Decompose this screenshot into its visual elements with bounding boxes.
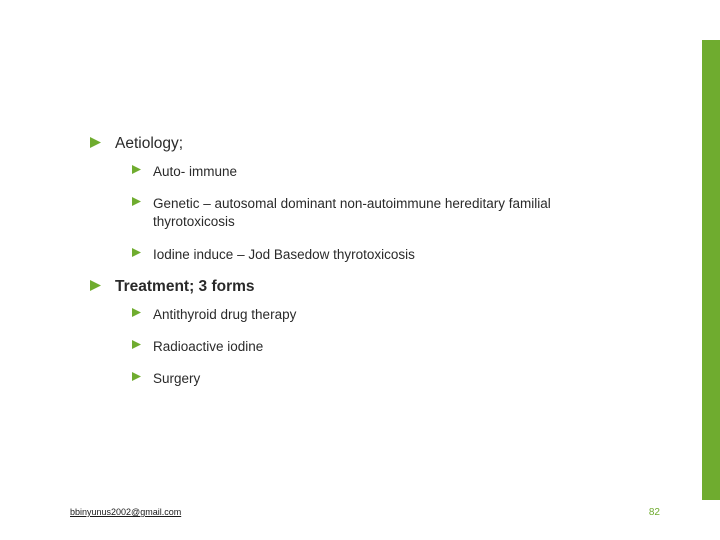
list-item: Antithyroid drug therapy (132, 306, 680, 324)
bullet-icon (132, 165, 141, 174)
section-title: Aetiology; (115, 135, 183, 153)
bullet-icon (132, 308, 141, 317)
list-item-label: Antithyroid drug therapy (153, 306, 296, 324)
list-item-label: Genetic – autosomal dominant non-autoimm… (153, 195, 623, 231)
list-item: Genetic – autosomal dominant non-autoimm… (132, 195, 680, 231)
list-item-label: Auto- immune (153, 163, 237, 181)
bullet-icon (90, 280, 101, 291)
page-number: 82 (649, 507, 660, 518)
section: Aetiology; Auto- immune Genetic – autosoma… (90, 135, 680, 264)
list-item: Auto- immune (132, 163, 680, 181)
section-header: Treatment; 3 forms (90, 278, 680, 296)
bullet-icon (132, 372, 141, 381)
list-item: Radioactive iodine (132, 338, 680, 356)
list-item: Iodine induce – Jod Basedow thyrotoxicos… (132, 246, 680, 264)
bullet-icon (132, 340, 141, 349)
content-area: Aetiology; Auto- immune Genetic – autosoma… (90, 135, 680, 403)
list-item-label: Radioactive iodine (153, 338, 263, 356)
section-title: Treatment; 3 forms (115, 278, 255, 296)
section-header: Aetiology; (90, 135, 680, 153)
section: Treatment; 3 forms Antithyroid drug thera… (90, 278, 680, 389)
footer: bbinyunus2002@gmail.com 82 (70, 507, 660, 518)
list-item-label: Iodine induce – Jod Basedow thyrotoxicos… (153, 246, 415, 264)
footer-email: bbinyunus2002@gmail.com (70, 507, 181, 517)
list-item-label: Surgery (153, 370, 200, 388)
accent-bar (702, 40, 720, 500)
bullet-icon (132, 248, 141, 257)
bullet-icon (90, 137, 101, 148)
list-item: Surgery (132, 370, 680, 388)
slide: Aetiology; Auto- immune Genetic – autosoma… (0, 0, 720, 540)
bullet-icon (132, 197, 141, 206)
